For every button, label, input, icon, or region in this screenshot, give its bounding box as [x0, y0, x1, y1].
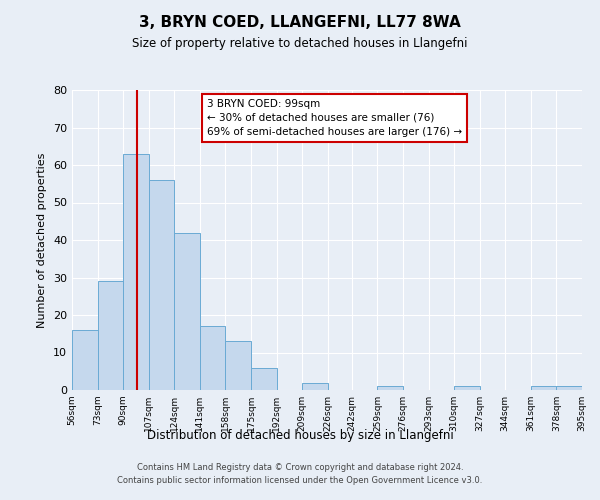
Text: Size of property relative to detached houses in Llangefni: Size of property relative to detached ho… — [132, 38, 468, 51]
Bar — [226, 341, 251, 390]
Text: 3 BRYN COED: 99sqm
← 30% of detached houses are smaller (76)
69% of semi-detache: 3 BRYN COED: 99sqm ← 30% of detached hou… — [207, 99, 462, 137]
Bar — [123, 154, 149, 390]
Bar — [175, 232, 200, 390]
Bar — [149, 180, 175, 390]
Bar — [454, 386, 479, 390]
Bar — [251, 368, 277, 390]
Bar — [98, 281, 123, 390]
Text: 3, BRYN COED, LLANGEFNI, LL77 8WA: 3, BRYN COED, LLANGEFNI, LL77 8WA — [139, 15, 461, 30]
Bar — [200, 326, 226, 390]
Bar — [556, 386, 582, 390]
Bar — [72, 330, 98, 390]
Bar — [531, 386, 556, 390]
Y-axis label: Number of detached properties: Number of detached properties — [37, 152, 47, 328]
Text: Distribution of detached houses by size in Llangefni: Distribution of detached houses by size … — [146, 428, 454, 442]
Bar — [302, 382, 328, 390]
Text: Contains public sector information licensed under the Open Government Licence v3: Contains public sector information licen… — [118, 476, 482, 485]
Bar — [377, 386, 403, 390]
Text: Contains HM Land Registry data © Crown copyright and database right 2024.: Contains HM Land Registry data © Crown c… — [137, 464, 463, 472]
